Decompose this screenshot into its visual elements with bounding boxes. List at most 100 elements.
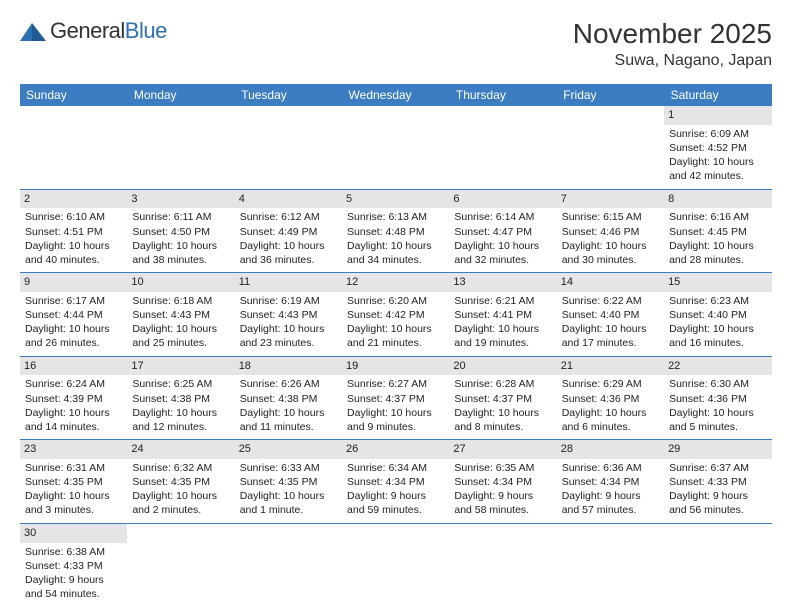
calendar-cell: 20Sunrise: 6:28 AMSunset: 4:37 PMDayligh…: [449, 356, 556, 440]
day-number: 27: [449, 440, 556, 459]
day-info: Sunrise: 6:26 AMSunset: 4:38 PMDaylight:…: [240, 377, 337, 434]
day-info: Sunrise: 6:32 AMSunset: 4:35 PMDaylight:…: [132, 461, 229, 518]
day-info: Sunrise: 6:37 AMSunset: 4:33 PMDaylight:…: [669, 461, 766, 518]
day-info: Sunrise: 6:14 AMSunset: 4:47 PMDaylight:…: [454, 210, 551, 267]
calendar-cell: 5Sunrise: 6:13 AMSunset: 4:48 PMDaylight…: [342, 189, 449, 273]
month-title: November 2025: [573, 18, 772, 50]
calendar-cell: 26 Sunrise: 6:34 AMSunset: 4:34 PMDayligh…: [342, 440, 449, 524]
weekday-header: Saturday: [664, 84, 771, 106]
day-number: 14: [557, 273, 664, 292]
calendar-cell-empty: [235, 106, 342, 189]
calendar-row: 2Sunrise: 6:10 AMSunset: 4:51 PMDaylight…: [20, 189, 772, 273]
calendar-cell: 9 Sunrise: 6:17 AMSunset: 4:44 PMDaylight…: [20, 273, 127, 357]
calendar-cell-empty: [127, 523, 234, 606]
location: Suwa, Nagano, Japan: [573, 52, 772, 70]
day-info: Sunrise: 6:33 AMSunset: 4:35 PMDaylight:…: [240, 461, 337, 518]
calendar-row: 1Sunrise: 6:09 AMSunset: 4:52 PMDaylight…: [20, 106, 772, 189]
day-number: 23: [20, 440, 127, 459]
calendar-cell: 27Sunrise: 6:35 AMSunset: 4:34 PMDayligh…: [449, 440, 556, 524]
day-number: 3: [127, 190, 234, 209]
calendar-cell-empty: [449, 106, 556, 189]
day-number: 5: [342, 190, 449, 209]
calendar-cell: 24Sunrise: 6:32 AMSunset: 4:35 PMDayligh…: [127, 440, 234, 524]
day-number: 28: [557, 440, 664, 459]
calendar-cell: 14Sunrise: 6:22 AMSunset: 4:40 PMDayligh…: [557, 273, 664, 357]
calendar-cell: 10 Sunrise: 6:18 AMSunset: 4:43 PMDayligh…: [127, 273, 234, 357]
calendar-cell: 8Sunrise: 6:16 AMSunset: 4:45 PMDaylight…: [664, 189, 771, 273]
weekday-header: Wednesday: [342, 84, 449, 106]
day-info: Sunrise: 6:16 AMSunset: 4:45 PMDaylight:…: [669, 210, 766, 267]
day-info: Sunrise: 6:38 AMSunset: 4:33 PMDaylight:…: [25, 545, 122, 602]
day-info: Sunrise: 6:28 AMSunset: 4:37 PMDaylight:…: [454, 377, 551, 434]
day-info: Sunrise: 6:23 AMSunset: 4:40 PMDaylight:…: [669, 294, 766, 351]
calendar-cell: 3Sunrise: 6:11 AMSunset: 4:50 PMDaylight…: [127, 189, 234, 273]
logo-text: GeneralBlue: [50, 18, 167, 44]
day-number: 30: [20, 524, 127, 543]
calendar-cell: 21Sunrise: 6:29 AMSunset: 4:36 PMDayligh…: [557, 356, 664, 440]
calendar-cell: 12Sunrise: 6:20 AMSunset: 4:42 PMDayligh…: [342, 273, 449, 357]
calendar-table: SundayMondayTuesdayWednesdayThursdayFrid…: [20, 84, 772, 606]
day-info: Sunrise: 6:34 AMSunset: 4:34 PMDaylight:…: [347, 461, 444, 518]
calendar-row: 30 Sunrise: 6:38 AMSunset: 4:33 PMDayligh…: [20, 523, 772, 606]
calendar-cell-empty: [127, 106, 234, 189]
calendar-cell: 4Sunrise: 6:12 AMSunset: 4:49 PMDaylight…: [235, 189, 342, 273]
weekday-header: Thursday: [449, 84, 556, 106]
day-number: 9: [20, 273, 127, 292]
day-number: 6: [449, 190, 556, 209]
calendar-row: 9 Sunrise: 6:17 AMSunset: 4:44 PMDaylight…: [20, 273, 772, 357]
logo: GeneralBlue: [20, 18, 167, 44]
day-number: 18: [235, 357, 342, 376]
weekday-header: Monday: [127, 84, 234, 106]
logo-icon: [20, 19, 46, 41]
day-number: 19: [342, 357, 449, 376]
day-info: Sunrise: 6:36 AMSunset: 4:34 PMDaylight:…: [562, 461, 659, 518]
day-number: 2: [20, 190, 127, 209]
day-info: Sunrise: 6:29 AMSunset: 4:36 PMDaylight:…: [562, 377, 659, 434]
calendar-cell: 16Sunrise: 6:24 AMSunset: 4:39 PMDayligh…: [20, 356, 127, 440]
day-info: Sunrise: 6:31 AMSunset: 4:35 PMDaylight:…: [25, 461, 122, 518]
day-number: 8: [664, 190, 771, 209]
day-number: 16: [20, 357, 127, 376]
day-number: 22: [664, 357, 771, 376]
calendar-cell: 13Sunrise: 6:21 AMSunset: 4:41 PMDayligh…: [449, 273, 556, 357]
day-number: 17: [127, 357, 234, 376]
calendar-cell: 29 Sunrise: 6:37 AMSunset: 4:33 PMDayligh…: [664, 440, 771, 524]
day-number: 12: [342, 273, 449, 292]
calendar-cell-empty: [664, 523, 771, 606]
calendar-cell: 28 Sunrise: 6:36 AMSunset: 4:34 PMDayligh…: [557, 440, 664, 524]
calendar-cell-empty: [557, 106, 664, 189]
day-info: Sunrise: 6:25 AMSunset: 4:38 PMDaylight:…: [132, 377, 229, 434]
weekday-header: Tuesday: [235, 84, 342, 106]
calendar-cell: 2Sunrise: 6:10 AMSunset: 4:51 PMDaylight…: [20, 189, 127, 273]
day-number: 29: [664, 440, 771, 459]
calendar-cell: 23 Sunrise: 6:31 AMSunset: 4:35 PMDayligh…: [20, 440, 127, 524]
day-number: 10: [127, 273, 234, 292]
calendar-cell: 19Sunrise: 6:27 AMSunset: 4:37 PMDayligh…: [342, 356, 449, 440]
day-number: 1: [664, 106, 771, 125]
day-number: 7: [557, 190, 664, 209]
day-info: Sunrise: 6:24 AMSunset: 4:39 PMDaylight:…: [25, 377, 122, 434]
day-info: Sunrise: 6:11 AMSunset: 4:50 PMDaylight:…: [132, 210, 229, 267]
day-number: 11: [235, 273, 342, 292]
calendar-cell: 30 Sunrise: 6:38 AMSunset: 4:33 PMDayligh…: [20, 523, 127, 606]
calendar-cell: 18Sunrise: 6:26 AMSunset: 4:38 PMDayligh…: [235, 356, 342, 440]
calendar-row: 23 Sunrise: 6:31 AMSunset: 4:35 PMDayligh…: [20, 440, 772, 524]
logo-word-1: General: [50, 18, 125, 43]
calendar-cell: 15Sunrise: 6:23 AMSunset: 4:40 PMDayligh…: [664, 273, 771, 357]
day-info: Sunrise: 6:19 AMSunset: 4:43 PMDaylight:…: [240, 294, 337, 351]
calendar-cell: 7Sunrise: 6:15 AMSunset: 4:46 PMDaylight…: [557, 189, 664, 273]
day-number: 20: [449, 357, 556, 376]
day-number: 25: [235, 440, 342, 459]
day-info: Sunrise: 6:27 AMSunset: 4:37 PMDaylight:…: [347, 377, 444, 434]
calendar-cell: 25 Sunrise: 6:33 AMSunset: 4:35 PMDayligh…: [235, 440, 342, 524]
day-number: 26: [342, 440, 449, 459]
day-info: Sunrise: 6:30 AMSunset: 4:36 PMDaylight:…: [669, 377, 766, 434]
calendar-cell-empty: [557, 523, 664, 606]
day-info: Sunrise: 6:17 AMSunset: 4:44 PMDaylight:…: [25, 294, 122, 351]
day-info: Sunrise: 6:15 AMSunset: 4:46 PMDaylight:…: [562, 210, 659, 267]
calendar-cell: 17Sunrise: 6:25 AMSunset: 4:38 PMDayligh…: [127, 356, 234, 440]
calendar-cell-empty: [342, 106, 449, 189]
weekday-header: Friday: [557, 84, 664, 106]
day-info: Sunrise: 6:18 AMSunset: 4:43 PMDaylight:…: [132, 294, 229, 351]
weekday-header-row: SundayMondayTuesdayWednesdayThursdayFrid…: [20, 84, 772, 106]
